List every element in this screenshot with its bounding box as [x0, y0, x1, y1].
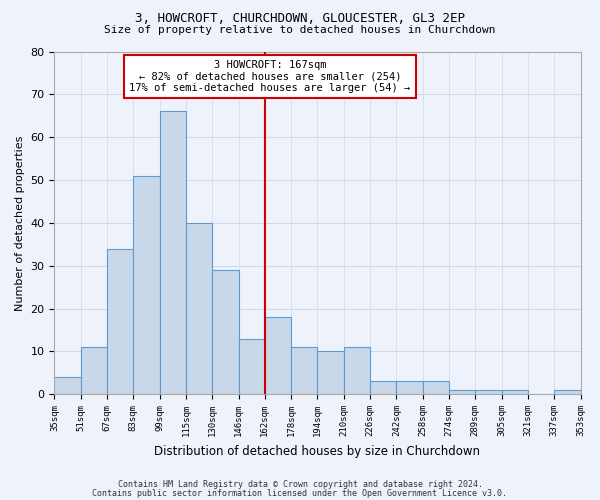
Bar: [397, 382, 422, 394]
Bar: [55, 377, 81, 394]
Text: Contains public sector information licensed under the Open Government Licence v3: Contains public sector information licen…: [92, 489, 508, 498]
Bar: [265, 317, 291, 394]
Bar: [81, 347, 107, 394]
Bar: [370, 382, 397, 394]
Bar: [502, 390, 528, 394]
Bar: [422, 382, 449, 394]
Text: Size of property relative to detached houses in Churchdown: Size of property relative to detached ho…: [104, 25, 496, 35]
Bar: [291, 347, 317, 394]
Text: 3 HOWCROFT: 167sqm
← 82% of detached houses are smaller (254)
17% of semi-detach: 3 HOWCROFT: 167sqm ← 82% of detached hou…: [130, 60, 411, 94]
Y-axis label: Number of detached properties: Number of detached properties: [15, 135, 25, 310]
Bar: [449, 390, 475, 394]
Text: Contains HM Land Registry data © Crown copyright and database right 2024.: Contains HM Land Registry data © Crown c…: [118, 480, 482, 489]
Bar: [317, 352, 344, 394]
Bar: [475, 390, 502, 394]
Bar: [344, 347, 370, 394]
Bar: [554, 390, 581, 394]
Text: 3, HOWCROFT, CHURCHDOWN, GLOUCESTER, GL3 2EP: 3, HOWCROFT, CHURCHDOWN, GLOUCESTER, GL3…: [135, 12, 465, 26]
Bar: [186, 223, 212, 394]
Bar: [133, 176, 160, 394]
Bar: [160, 112, 186, 394]
Bar: [212, 270, 239, 394]
Bar: [239, 338, 265, 394]
X-axis label: Distribution of detached houses by size in Churchdown: Distribution of detached houses by size …: [154, 444, 481, 458]
Bar: [107, 248, 133, 394]
